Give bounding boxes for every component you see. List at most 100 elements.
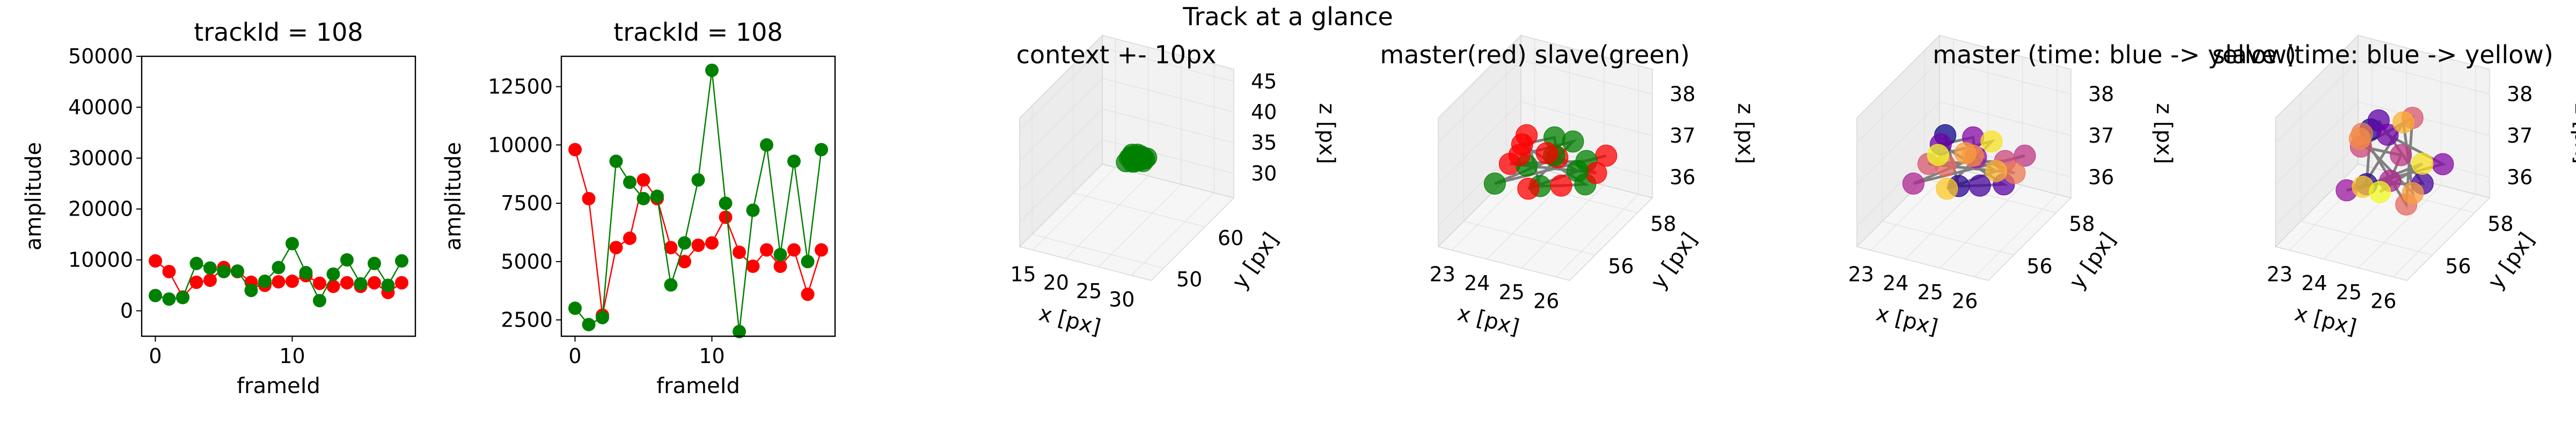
z-tick-label: 37 [1670, 124, 1695, 147]
data-point [2003, 162, 2026, 184]
y-axis-label: y [px] [2065, 228, 2121, 294]
scatter3d-chart-4: 23 24 25 26 56 58 36 37 38 x [px] y [px] z [px] slav… [2212, 34, 2576, 340]
x-tick-label: 25 [1499, 280, 1525, 304]
grid-line [2275, 60, 2490, 143]
x-axis-label: x [px] [2292, 301, 2359, 340]
y-tick-label: 10000 [488, 133, 553, 157]
data-point [340, 253, 354, 267]
data-point [2369, 181, 2391, 203]
grid-line [1019, 139, 1234, 223]
data-point [1535, 142, 1558, 165]
data-point [1954, 142, 1977, 165]
data-point [815, 143, 828, 157]
data-point [1980, 130, 2003, 153]
data-point [760, 138, 773, 152]
y-tick-label: 30000 [68, 146, 133, 170]
y-tick-label: 40000 [68, 95, 133, 119]
data-point [1483, 172, 1506, 195]
z-tick-label: 37 [2507, 124, 2533, 147]
data-point [217, 264, 231, 278]
data-point [1517, 177, 1540, 200]
x-tick-label: 26 [2370, 289, 2396, 313]
x-axis-label: x [px] [1036, 301, 1103, 340]
data-point [582, 317, 596, 331]
y-axis-label: y [px] [1646, 228, 1702, 294]
data-point [176, 291, 189, 305]
data-point [678, 255, 691, 269]
data-point [1585, 162, 1607, 184]
data-point [313, 294, 326, 308]
x-tick-label: 30 [1109, 288, 1135, 312]
data-point [801, 287, 815, 301]
data-point [272, 275, 286, 289]
data-point [381, 278, 395, 292]
y-tick-label: 5000 [501, 250, 553, 273]
y-tick-label: 56 [2026, 255, 2052, 278]
data-point [1508, 144, 1531, 166]
data-point [691, 238, 705, 252]
y-tick-label: 50000 [68, 45, 133, 68]
data-point [1121, 147, 1141, 167]
data-point [568, 301, 582, 315]
grid-line [1856, 60, 2072, 143]
data-point [2432, 153, 2454, 175]
z-tick-label: 36 [2507, 165, 2533, 189]
data-point [1936, 177, 1958, 200]
data-point [326, 267, 340, 281]
data-point [244, 284, 258, 298]
y-tick-label: 60 [1218, 226, 1243, 250]
x-tick-label: 23 [2267, 263, 2293, 286]
data-point [719, 196, 733, 210]
data-point [773, 248, 787, 262]
data-point [801, 255, 815, 269]
data-point [664, 241, 678, 255]
grid-line [2300, 92, 2433, 256]
grid-line [1438, 101, 1653, 185]
data-point [760, 243, 773, 257]
data-point [2376, 123, 2399, 146]
y-tick-label: 58 [2487, 212, 2513, 236]
x-axis-label: frameId [656, 374, 740, 398]
z-tick-label: 38 [2507, 82, 2533, 106]
data-point [733, 324, 746, 338]
grid-line [1555, 65, 1639, 277]
grid-line [2275, 101, 2490, 185]
data-point [568, 143, 582, 157]
y-axis-label: y [px] [2483, 228, 2540, 294]
data-point [705, 236, 719, 250]
data-point [2392, 111, 2414, 134]
y-tick-label: 7500 [501, 191, 553, 215]
z-axis-label: z [px] [2151, 103, 2176, 164]
y-tick-label: 56 [1608, 255, 1634, 278]
figure-suptitle: Track at a glance [1183, 2, 1393, 31]
z-tick-label: 35 [1251, 131, 1277, 154]
y-tick-label: 58 [1650, 212, 1676, 236]
x-tick-label: 25 [1918, 280, 1943, 304]
data-point [313, 276, 326, 290]
data-point [787, 154, 801, 168]
line-chart-2: 0 10 2500 5000 7500 10000 12500 trackId = 108 fr… [441, 18, 836, 398]
y-tick-label: 50 [1176, 268, 1202, 291]
z-tick-label: 36 [2088, 165, 2114, 189]
chart-title: master(red) slave(green) [1380, 40, 1689, 69]
data-point [636, 173, 650, 187]
scatter3d-chart-2: 23 24 25 26 56 58 36 37 38 x [px] y [px] z [px] mast… [1380, 34, 1758, 340]
grid-line [1463, 92, 1596, 256]
data-point [1567, 160, 1589, 182]
data-point [149, 254, 162, 268]
grid-line [2289, 39, 2373, 251]
plot-frame [141, 55, 416, 337]
x-tick-label: 25 [1076, 279, 1102, 303]
data-point [354, 277, 368, 291]
data-point [395, 254, 408, 268]
y-tick-label: 56 [2445, 255, 2471, 278]
x-tick-label: 24 [1883, 271, 1908, 295]
chart-title: master (time: blue -> yellow) [1933, 40, 2296, 69]
x-tick-label: 15 [1010, 262, 1036, 286]
x-tick-label: 10 [699, 344, 724, 368]
chart-title: trackId = 108 [613, 18, 782, 47]
x-axis-label: x [px] [1874, 301, 1940, 340]
series-line-2 [574, 70, 822, 332]
chart-title: slave (time: blue -> yellow) [2212, 40, 2553, 69]
